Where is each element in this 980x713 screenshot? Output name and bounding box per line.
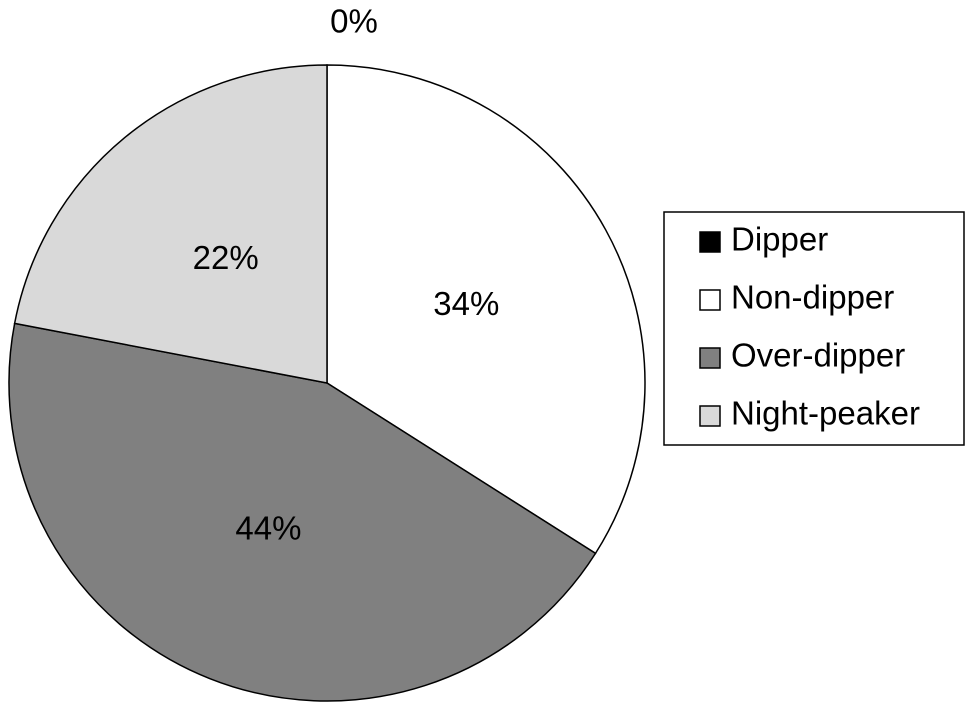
- legend-label: Over-dipper: [731, 337, 905, 374]
- legend-label: Non-dipper: [731, 279, 894, 316]
- data-label: 44%: [235, 510, 301, 547]
- pie-slice: [326, 64, 646, 555]
- data-label: 0%: [330, 3, 378, 40]
- legend-label: Night-peaker: [731, 395, 920, 432]
- data-label: 22%: [193, 239, 259, 276]
- legend-swatch: [699, 405, 721, 427]
- legend-swatch: [699, 347, 721, 369]
- data-label: 34%: [433, 285, 499, 322]
- legend-label: Dipper: [731, 221, 828, 258]
- legend-swatch: [699, 231, 721, 253]
- pie-slice: [8, 322, 597, 702]
- pie-slice: [13, 64, 328, 384]
- legend-swatch: [699, 289, 721, 311]
